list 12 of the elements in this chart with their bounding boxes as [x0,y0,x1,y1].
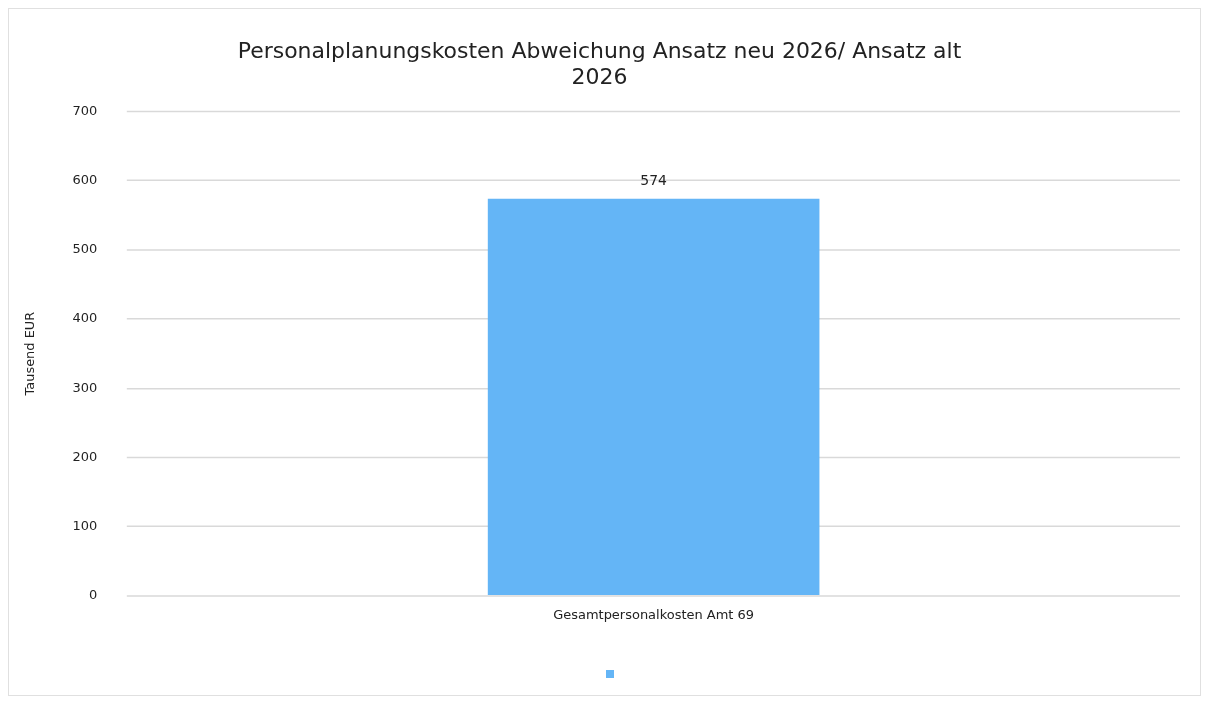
y-tick-label: 400 [72,310,98,326]
y-tick-label: 500 [72,241,98,257]
y-tick-label: 100 [72,517,98,533]
x-tick-label: Gesamtpersonalkosten Amt 69 [553,606,755,622]
y-tick-label: 300 [72,379,98,395]
y-axis-title: Tausend EUR [22,311,38,397]
y-tick-label: 600 [72,172,98,188]
data-label: 574 [640,172,668,189]
chart-title: Personalplanungskosten Abweichung Ansatz neu 2026/ Ansatz alt 2026 [237,37,962,90]
y-tick-label: 700 [72,102,98,118]
y-tick-label: 0 [88,587,98,603]
y-tick-label: 200 [72,448,98,464]
